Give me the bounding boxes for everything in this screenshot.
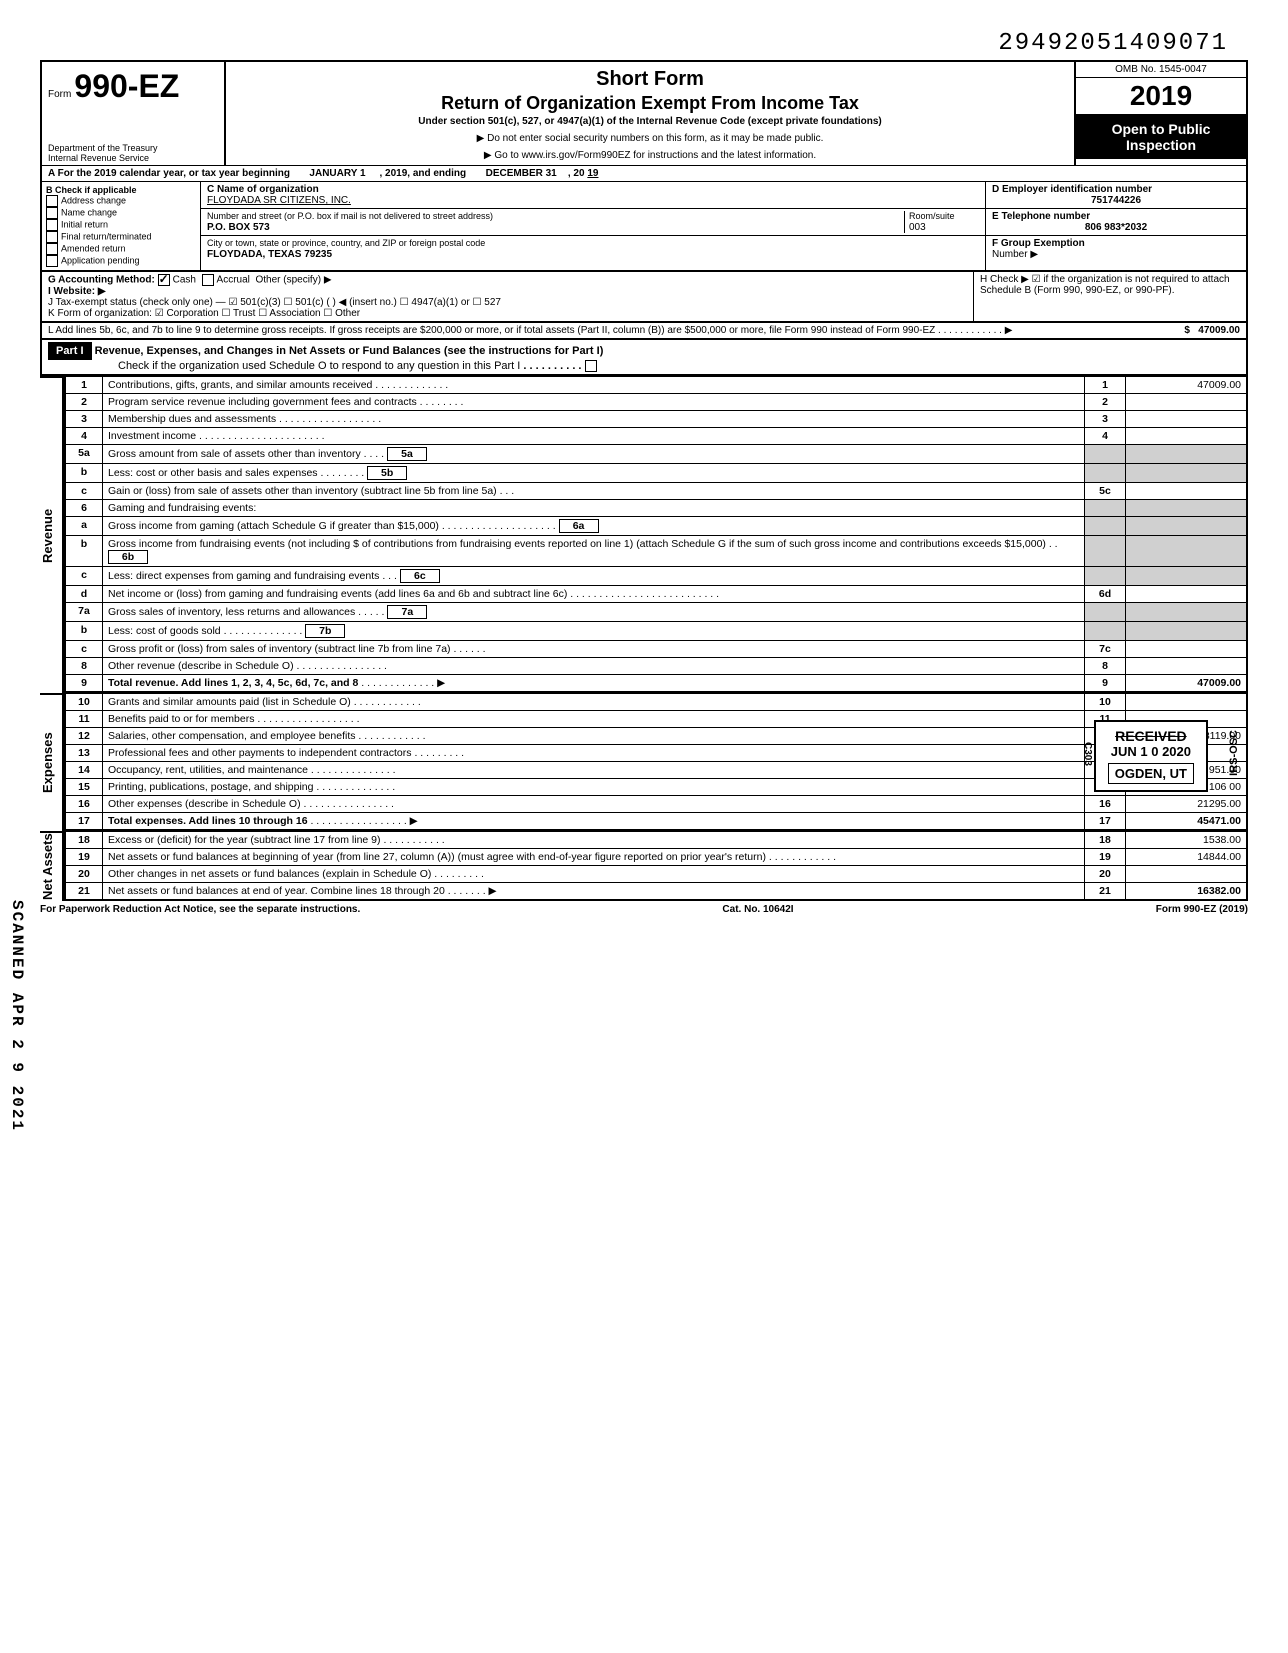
note-ssn: ▶ Do not enter social security numbers o…	[234, 133, 1066, 144]
open-public: Open to PublicInspection	[1076, 115, 1246, 159]
chk-schedule-o[interactable]	[585, 360, 597, 372]
tax-year: 2019	[1076, 78, 1246, 115]
line-4-amt	[1126, 428, 1248, 445]
net-assets-section: Net Assets 18Excess or (deficit) for the…	[40, 831, 1248, 901]
line-6d-amt	[1126, 586, 1248, 603]
website-label: I Website: ▶	[48, 286, 106, 297]
chk-final-return[interactable]	[46, 231, 58, 243]
end-year: 19	[587, 168, 598, 179]
section-c: C Name of organizationFLOYDADA SR CITIZE…	[201, 182, 985, 270]
footer-center: Cat. No. 10642I	[722, 904, 793, 915]
header-right: OMB No. 1545-0047 2019 Open to PublicIns…	[1074, 62, 1246, 165]
form-label: Form	[48, 89, 71, 100]
chk-name-change[interactable]	[46, 207, 58, 219]
form-header: Form 990-EZ Department of the Treasury I…	[40, 60, 1248, 165]
footer-left: For Paperwork Reduction Act Notice, see …	[40, 904, 360, 915]
room-suite: 003	[909, 222, 926, 233]
row-g-h: G Accounting Method: Cash Accrual Other …	[40, 272, 1248, 323]
line-20-amt	[1126, 866, 1248, 883]
irs-osc-label: IRS-OSC	[1228, 730, 1240, 776]
chk-accrual[interactable]	[202, 274, 214, 286]
received-stamp: RECEIVED C303 JUN 1 0 2020 OGDEN, UT	[1094, 720, 1208, 792]
line-1-amt: 47009.00	[1126, 377, 1248, 394]
info-grid: B Check if applicable Address change Nam…	[40, 181, 1248, 272]
org-address: P.O. BOX 573	[207, 222, 270, 233]
line-17-amt: 45471.00	[1126, 813, 1248, 831]
chk-cash[interactable]	[158, 274, 170, 286]
row-h: H Check ▶ ☑ if the organization is not r…	[974, 272, 1246, 321]
begin-date: JANUARY 1	[309, 168, 365, 179]
header-document-number: 29492051409071	[998, 30, 1228, 57]
section-b: B Check if applicable Address change Nam…	[42, 182, 201, 270]
expenses-section: Expenses 10Grants and similar amounts pa…	[40, 693, 1248, 831]
page-footer: For Paperwork Reduction Act Notice, see …	[40, 901, 1248, 918]
end-date: DECEMBER 31	[486, 168, 557, 179]
note-url: ▶ Go to www.irs.gov/Form990EZ for instru…	[234, 150, 1066, 161]
line-5c-amt	[1126, 483, 1248, 500]
part1-header: Part I Revenue, Expenses, and Changes in…	[40, 340, 1248, 376]
dept-label: Department of the Treasury Internal Reve…	[48, 143, 158, 163]
org-city: FLOYDADA, TEXAS 79235	[207, 249, 332, 260]
row-j: J Tax-exempt status (check only one) — ☑…	[48, 297, 967, 308]
line-16-amt: 21295.00	[1126, 796, 1248, 813]
form-number: 990-EZ	[74, 68, 179, 104]
revenue-section: Revenue 1Contributions, gifts, grants, a…	[40, 376, 1248, 693]
line-9-amt: 47009.00	[1126, 675, 1248, 693]
row-a: A For the 2019 calendar year, or tax yea…	[40, 165, 1248, 181]
line-21-amt: 16382.00	[1126, 883, 1248, 901]
chk-initial-return[interactable]	[46, 219, 58, 231]
line-10-amt	[1126, 694, 1248, 711]
footer-right: Form 990-EZ (2019)	[1156, 904, 1248, 915]
line-18-amt: 1538.00	[1126, 832, 1248, 849]
row-k: K Form of organization: ☑ Corporation ☐ …	[48, 308, 967, 319]
net-assets-label: Net Assets	[40, 831, 64, 901]
gross-receipts: 47009.00	[1198, 325, 1240, 336]
org-name: FLOYDADA SR CITIZENS, INC.	[207, 195, 351, 206]
chk-application-pending[interactable]	[46, 255, 58, 267]
section-def: D Employer identification number75174422…	[985, 182, 1246, 270]
revenue-label: Revenue	[40, 376, 64, 693]
title-short-form: Short Form	[234, 68, 1066, 91]
line-8-amt	[1126, 658, 1248, 675]
row-l: L Add lines 5b, 6c, and 7b to line 9 to …	[40, 323, 1248, 340]
title-return: Return of Organization Exempt From Incom…	[234, 93, 1066, 114]
scanned-stamp: SCANNED APR 2 9 2021	[8, 900, 26, 1132]
line-3-amt	[1126, 411, 1248, 428]
header-center: Short Form Return of Organization Exempt…	[226, 62, 1074, 165]
line-2-amt	[1126, 394, 1248, 411]
telephone: 806 983*2032	[992, 222, 1240, 233]
omb-number: OMB No. 1545-0047	[1076, 62, 1246, 78]
chk-amended-return[interactable]	[46, 243, 58, 255]
line-19-amt: 14844.00	[1126, 849, 1248, 866]
chk-address-change[interactable]	[46, 195, 58, 207]
expenses-label: Expenses	[40, 693, 64, 831]
header-left: Form 990-EZ Department of the Treasury I…	[42, 62, 226, 165]
ein: 751744226	[992, 195, 1240, 206]
subtitle: Under section 501(c), 527, or 4947(a)(1)…	[234, 116, 1066, 127]
line-7c-amt	[1126, 641, 1248, 658]
